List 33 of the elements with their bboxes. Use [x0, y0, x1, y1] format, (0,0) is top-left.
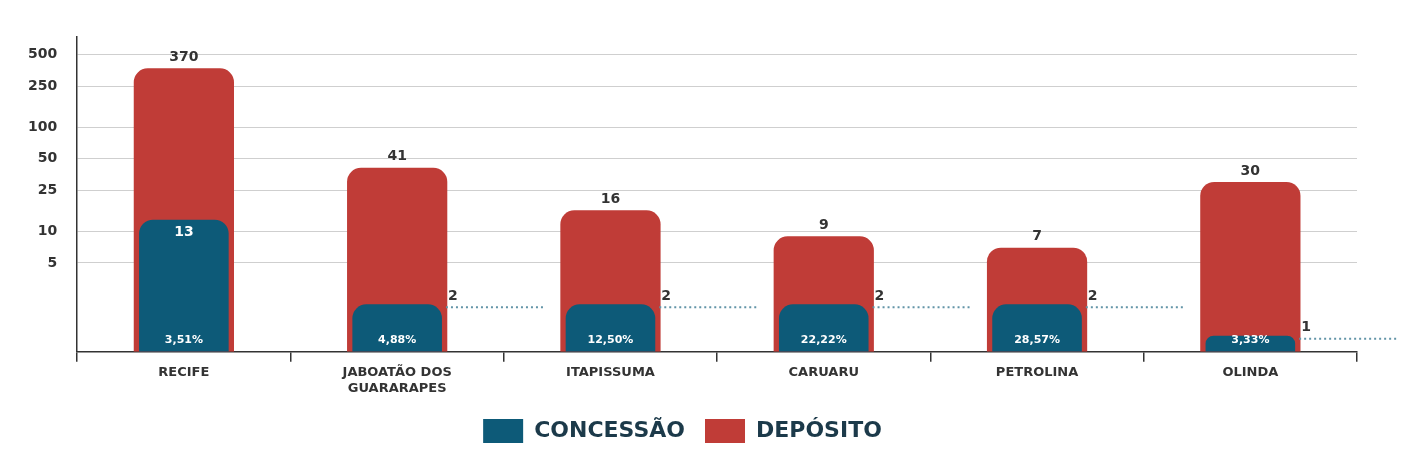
y-tick-label: 50: [37, 149, 58, 166]
annotation: 12,50%: [587, 332, 634, 346]
data-label: 41: [387, 147, 407, 164]
annotation: 28,57%: [1014, 332, 1060, 346]
y-tick-label: 10: [37, 222, 58, 239]
y-tick-label: 5: [47, 253, 58, 270]
annotation: 3,33%: [1231, 332, 1270, 346]
data-label: 7: [1032, 227, 1042, 244]
y-tick-label: 100: [27, 118, 58, 135]
annotation: 22,22%: [800, 332, 847, 346]
x-tick-label: CARUARU: [788, 363, 859, 379]
annotation: 3,51%: [164, 332, 203, 346]
data-label: 16: [600, 189, 621, 206]
data-label: 13: [174, 223, 194, 240]
x-tick-label: RECIFE: [158, 363, 210, 379]
data-label: 9: [818, 215, 829, 232]
data-label: 370: [169, 47, 199, 64]
legend-label: CONCESSÃO: [534, 416, 686, 442]
data-label: 2: [1087, 286, 1098, 303]
y-tick-label: 250: [27, 76, 58, 93]
data-label: 2: [447, 286, 458, 303]
data-label: 2: [661, 286, 672, 303]
x-tick-label: JABOATÃO DOS GUARARAPES: [341, 363, 452, 395]
x-tick-label: OLINDA: [1222, 363, 1279, 379]
legend-label: DEPÓSITO: [756, 416, 882, 442]
data-label: 2: [874, 286, 885, 303]
data-label: 1: [1301, 318, 1311, 335]
data-label: 30: [1240, 161, 1261, 178]
y-tick-label: 25: [37, 180, 58, 197]
y-tick-label: 500: [27, 45, 58, 62]
x-tick-label: PETROLINA: [995, 363, 1079, 379]
annotation: 4,88%: [378, 332, 417, 346]
x-tick-label: ITAPISSUMA: [566, 363, 655, 379]
